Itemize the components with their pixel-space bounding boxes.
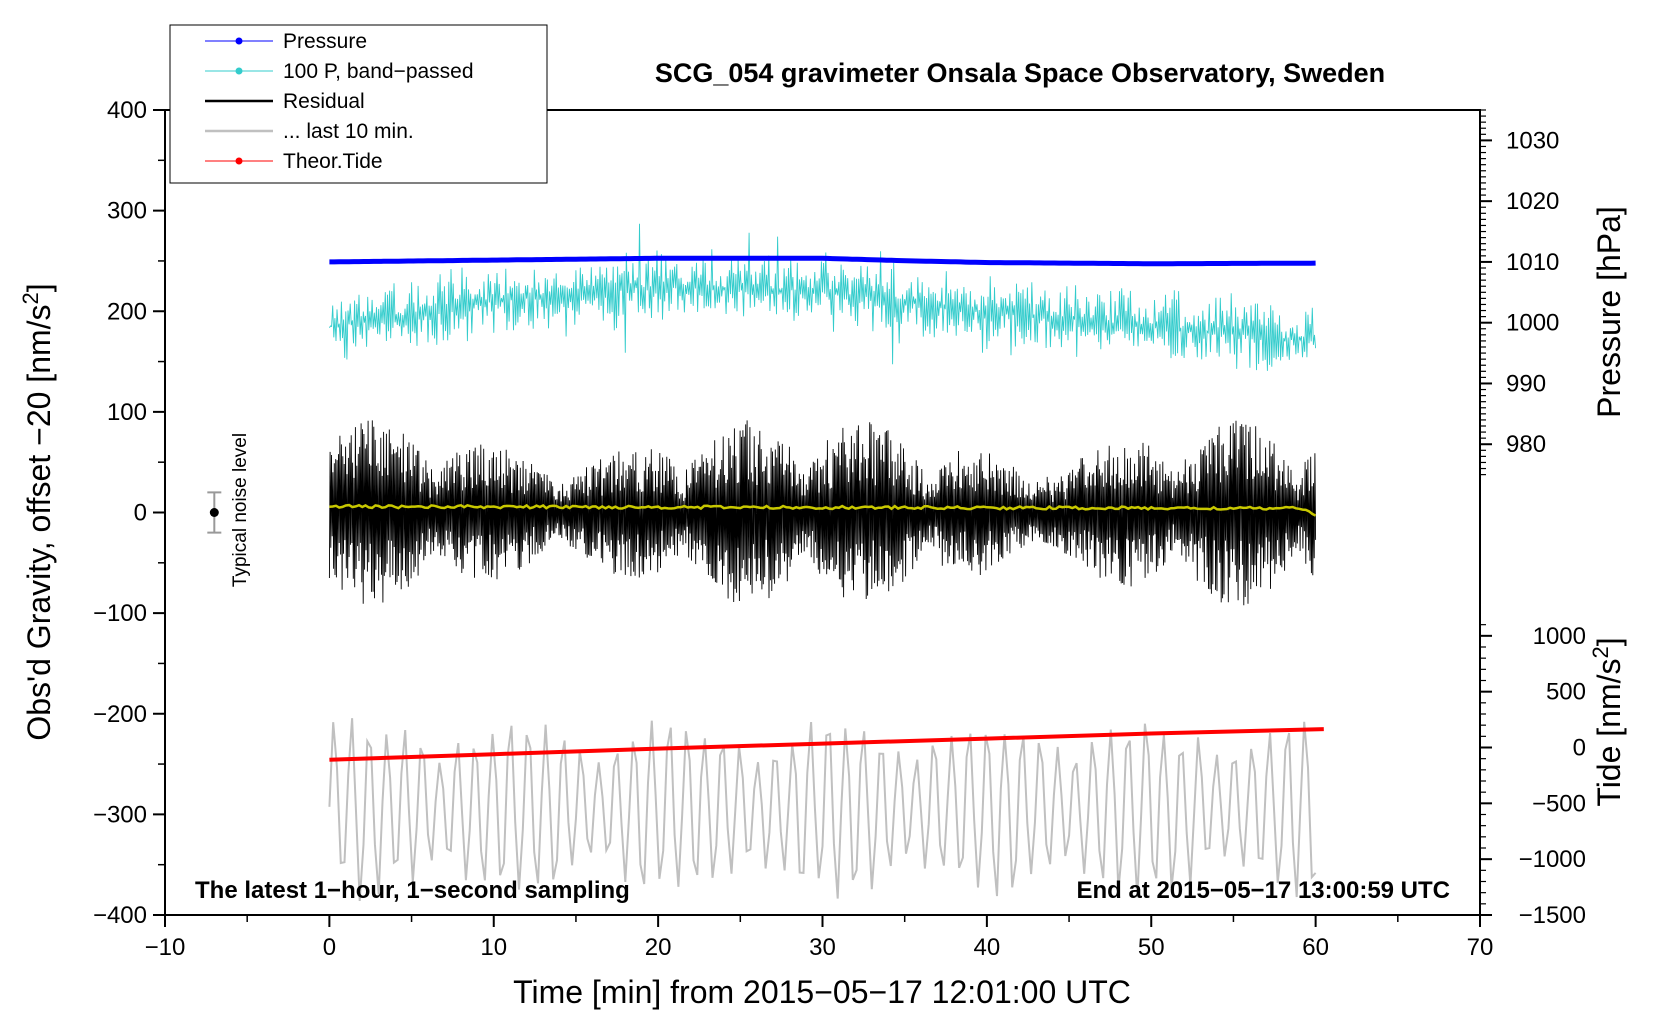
y-tick-label: 100: [107, 399, 147, 426]
tide-tick-label: −1500: [1519, 902, 1586, 929]
chart-title: SCG_054 gravimeter Onsala Space Observat…: [655, 58, 1385, 88]
series-layer: [328, 223, 1324, 901]
pressure-tick-label: 1000: [1506, 310, 1559, 337]
tide-axis-label-sup: 2: [1588, 646, 1613, 658]
y-tick-label: −200: [93, 701, 147, 728]
pressure-tick-label: 1010: [1506, 249, 1559, 276]
noise-level-marker: [209, 508, 219, 517]
tide-axis-label: Tide [nm/s2]: [1588, 637, 1627, 806]
tide-tick-label: 500: [1546, 679, 1586, 706]
series-bandpassed-line: [329, 223, 1317, 371]
legend-pressure-marker: [235, 37, 243, 45]
x-axis-label: Time [min] from 2015−05−17 12:01:00 UTC: [513, 974, 1131, 1010]
legend-bandpassed-marker: [235, 67, 243, 75]
x-tick-label: 10: [480, 934, 507, 961]
sampling-annotation: The latest 1−hour, 1−second sampling: [195, 877, 630, 904]
pressure-tick-label: 1020: [1506, 188, 1559, 215]
pressure-tick-label: 980: [1506, 431, 1546, 458]
left-y-axis-label-sup: 2: [18, 292, 43, 304]
y-tick-label: 0: [134, 500, 147, 527]
legend-residual-label: Residual: [283, 90, 365, 113]
tide-tick-label: 1000: [1533, 623, 1586, 650]
left-y-axis-label: Obs'd Gravity, offset −20 [nm/s2]: [18, 283, 57, 740]
x-tick-label: 70: [1467, 934, 1494, 961]
x-tick-label: 60: [1302, 934, 1329, 961]
tide-tick-label: −500: [1532, 790, 1586, 817]
legend-last10-label: ... last 10 min.: [283, 120, 414, 143]
pressure-tick-label: 1030: [1506, 127, 1559, 154]
legend-pressure-label: Pressure: [283, 30, 367, 53]
x-tick-label: −10: [145, 934, 186, 961]
x-tick-label: 40: [974, 934, 1001, 961]
y-tick-label: −400: [93, 902, 147, 929]
y-tick-label: 300: [107, 198, 147, 225]
y-tick-label: −100: [93, 600, 147, 627]
tide-axis-label-end: ]: [1591, 637, 1627, 646]
pressure-axis-label: Pressure [hPa]: [1591, 206, 1627, 418]
x-tick-label: 20: [645, 934, 672, 961]
series-tide-line: [329, 727, 1324, 762]
legend-tide-label: Theor.Tide: [283, 150, 383, 173]
end-time-annotation: End at 2015−05−17 13:00:59 UTC: [1076, 877, 1450, 904]
y-tick-label: 200: [107, 298, 147, 325]
tide-tick-label: −1000: [1519, 846, 1586, 873]
series-residual-line: [328, 420, 1317, 606]
y-tick-label: 400: [107, 97, 147, 124]
left-y-axis-label-end: ]: [21, 283, 57, 292]
x-tick-label: 0: [323, 934, 336, 961]
tide-tick-label: 0: [1573, 735, 1586, 762]
y-tick-label: −300: [93, 801, 147, 828]
series-last10-line: [328, 718, 1317, 901]
noise-level-label: Typical noise level: [230, 433, 251, 587]
x-tick-label: 50: [1138, 934, 1165, 961]
tick-layer: −10 0 10 20 30 40 50 60 704003002001000−100−200−…: [93, 97, 1586, 961]
pressure-tick-label: 990: [1506, 370, 1546, 397]
tide-axis-label-text: Tide [nm/s: [1591, 658, 1627, 806]
series-residual-filtered-line: [329, 503, 1317, 517]
legend-tide-marker: [235, 157, 243, 165]
x-tick-label: 30: [809, 934, 836, 961]
legend: Pressure 100 P, band−passed Residual ...…: [169, 24, 548, 184]
series-pressure-line: [329, 255, 1316, 267]
left-y-axis-label-text: Obs'd Gravity, offset −20 [nm/s: [21, 304, 57, 740]
noise-level-indicator: Typical noise level: [207, 433, 251, 587]
legend-bandpassed-label: 100 P, band−passed: [283, 60, 474, 83]
legend-box: [169, 24, 548, 184]
